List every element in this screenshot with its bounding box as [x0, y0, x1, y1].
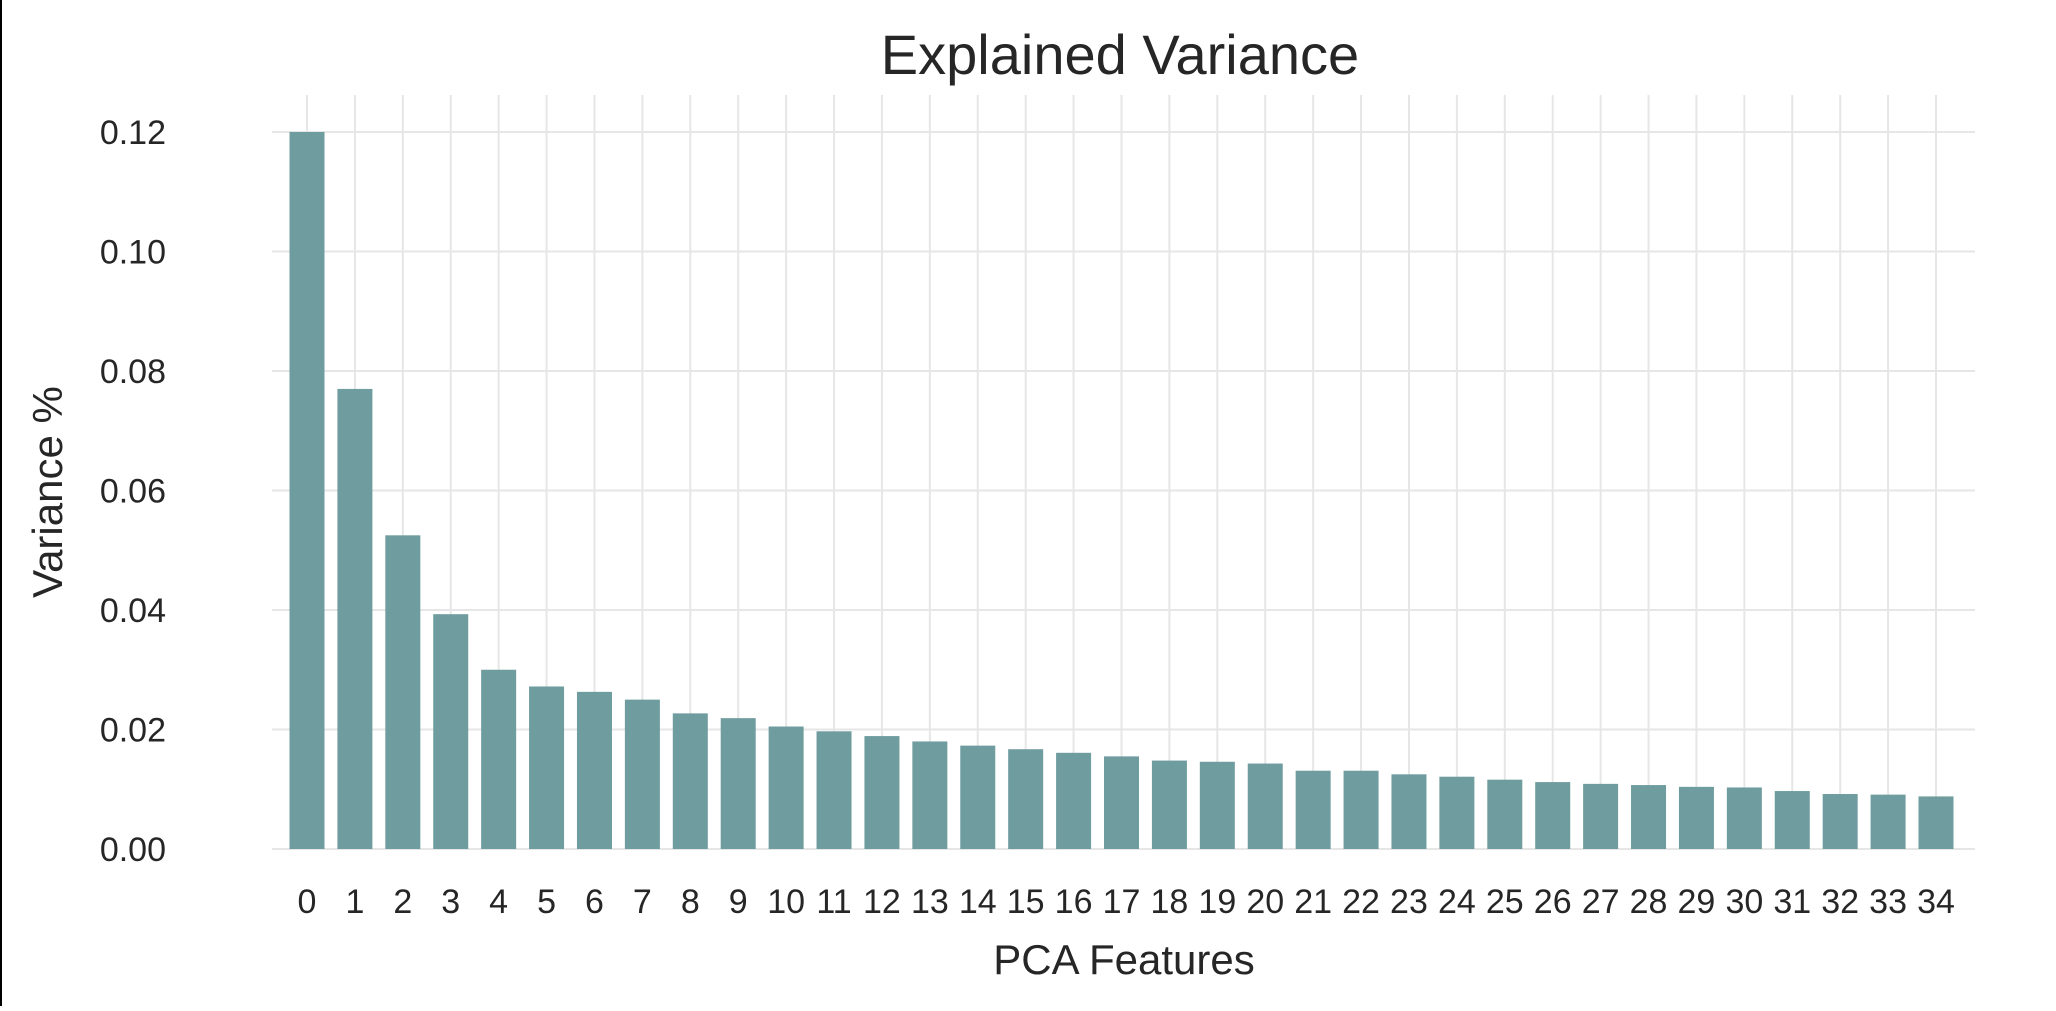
bar [912, 741, 948, 849]
bar [529, 686, 565, 849]
x-tick-label: 26 [1534, 883, 1572, 921]
x-tick-label: 2 [393, 883, 412, 921]
grid [272, 95, 1975, 850]
bar [1535, 782, 1571, 849]
y-tick-label: 0.08 [100, 353, 166, 391]
y-tick-label: 0.06 [100, 473, 166, 511]
bar [433, 614, 469, 849]
bar [624, 699, 660, 849]
left-border [0, 0, 2, 1006]
bar [864, 736, 900, 849]
x-tick-label: 24 [1438, 883, 1476, 921]
bar [1391, 774, 1427, 849]
x-tick-label: 32 [1821, 883, 1859, 921]
bar [1151, 760, 1187, 849]
x-tick-label: 7 [633, 883, 652, 921]
chart-title: Explained Variance [881, 23, 1359, 86]
x-tick-label: 29 [1678, 883, 1716, 921]
x-tick-label: 17 [1103, 883, 1141, 921]
bar [481, 669, 517, 849]
x-tick-label: 4 [489, 883, 508, 921]
bar [1870, 794, 1906, 849]
x-tick-label: 1 [345, 883, 364, 921]
bar [1583, 783, 1619, 849]
bar [1631, 785, 1667, 849]
bar [1008, 749, 1044, 849]
x-tick-label: 13 [911, 883, 949, 921]
bar [385, 535, 421, 849]
bar [1822, 794, 1858, 849]
bar [1774, 791, 1810, 849]
x-tick-label: 12 [863, 883, 901, 921]
x-tick-label: 22 [1342, 883, 1380, 921]
bar [1439, 776, 1475, 849]
x-axis-ticks: 0 1 2 3 4 5 6 7 8 9 10 11 12 13 14 15 16 17 18 19 20 21 22 23 24… [298, 883, 1955, 921]
bar [1726, 787, 1762, 849]
bar [1199, 761, 1235, 849]
x-tick-label: 14 [959, 883, 997, 921]
y-tick-label: 0.10 [100, 234, 166, 272]
x-tick-label: 8 [681, 883, 700, 921]
y-tick-label: 0.00 [100, 831, 166, 869]
x-tick-label: 30 [1725, 883, 1763, 921]
bar [576, 691, 612, 849]
bar [1247, 763, 1283, 849]
bar [816, 731, 852, 849]
y-tick-label: 0.02 [100, 712, 166, 750]
x-tick-label: 19 [1198, 883, 1236, 921]
x-tick-label: 34 [1917, 883, 1955, 921]
x-tick-label: 3 [441, 883, 460, 921]
y-axis-label: Variance % [24, 386, 71, 598]
x-tick-label: 25 [1486, 883, 1524, 921]
x-tick-label: 23 [1390, 883, 1428, 921]
x-tick-label: 0 [298, 883, 317, 921]
bar [768, 726, 804, 849]
bar [1295, 770, 1331, 849]
bar [337, 388, 373, 849]
y-tick-label: 0.04 [100, 592, 166, 630]
x-tick-label: 9 [729, 883, 748, 921]
y-tick-label: 0.12 [100, 114, 166, 152]
bar [1104, 756, 1139, 849]
x-tick-label: 27 [1582, 883, 1620, 921]
y-axis-ticks: 0.00 0.02 0.04 0.06 0.08 0.10 0.12 [100, 114, 166, 869]
bar [1056, 752, 1092, 849]
bar [289, 132, 325, 849]
x-tick-label: 21 [1294, 883, 1332, 921]
x-tick-label: 5 [537, 883, 556, 921]
x-tick-label: 31 [1773, 883, 1811, 921]
bars [289, 132, 1954, 849]
x-axis-label: PCA Features [993, 936, 1254, 983]
bar [720, 718, 756, 849]
x-tick-label: 6 [585, 883, 604, 921]
bar [1343, 770, 1379, 849]
bar [1678, 786, 1714, 849]
x-tick-label: 18 [1150, 883, 1188, 921]
x-tick-label: 11 [816, 883, 851, 921]
bar [672, 713, 708, 849]
x-tick-label: 28 [1630, 883, 1668, 921]
x-tick-label: 20 [1246, 883, 1284, 921]
x-tick-label: 33 [1869, 883, 1907, 921]
bar [960, 745, 996, 849]
bar [1918, 796, 1954, 849]
bar [1487, 779, 1523, 849]
x-tick-label: 15 [1007, 883, 1045, 921]
x-tick-label: 10 [767, 883, 805, 921]
x-tick-label: 16 [1055, 883, 1093, 921]
